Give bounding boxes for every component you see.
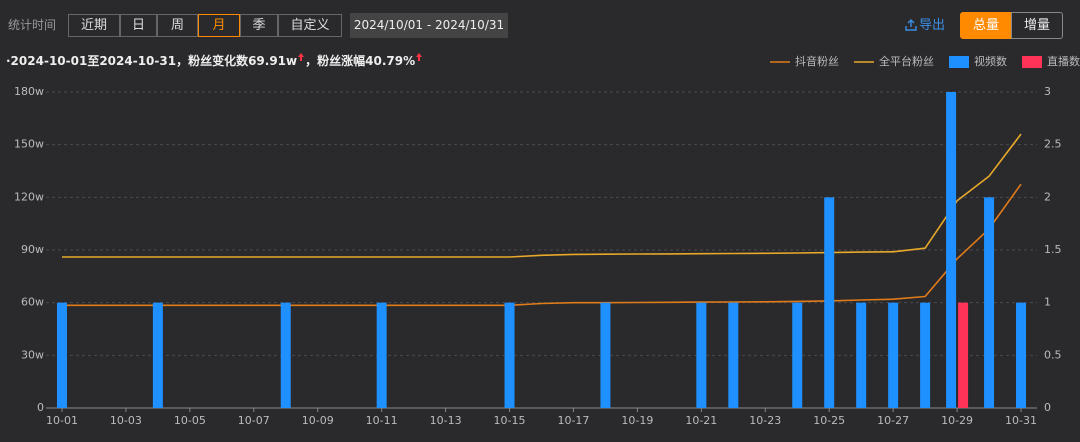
- x-tick-label: 10-07: [238, 414, 270, 427]
- bar: [920, 302, 931, 408]
- bar: [856, 302, 867, 408]
- toolbar-label: 统计时间: [8, 18, 57, 32]
- y2-tick-label: 0: [1044, 401, 1051, 414]
- summary: ·2024-10-01至2024-10-31，粉丝变化数69.91w ，粉丝涨幅4…: [6, 50, 423, 73]
- y2-tick-label: 2: [1044, 190, 1051, 203]
- bar: [984, 197, 995, 408]
- legend-label: 视频数: [974, 54, 1007, 68]
- mode-button[interactable]: 增量: [1011, 12, 1063, 39]
- up-arrow: [298, 53, 305, 61]
- period-button[interactable]: 自定义: [278, 14, 342, 37]
- x-tick-label: 10-25: [813, 414, 845, 427]
- x-tick-label: 10-29: [941, 414, 973, 427]
- x-tick-label: 10-17: [557, 414, 589, 427]
- line: [62, 133, 1022, 258]
- x-tick-label: 10-27: [877, 414, 909, 427]
- y2-tick-label: 0.5: [1044, 348, 1062, 361]
- period-button[interactable]: 季: [240, 14, 278, 37]
- legend-label: 全平台粉丝: [879, 54, 934, 68]
- bar: [958, 302, 969, 408]
- bar: [824, 197, 835, 408]
- y-tick-label: 60w: [21, 296, 44, 309]
- bar: [888, 302, 899, 408]
- bar: [728, 302, 739, 408]
- bar: [696, 302, 707, 408]
- x-tick-label: 10-01: [46, 414, 78, 427]
- summary-text: ，粉丝涨幅40.79%: [305, 54, 416, 68]
- date-range[interactable]: 2024/10/01 - 2024/10/31: [350, 13, 508, 38]
- mode-button[interactable]: 总量: [960, 12, 1012, 39]
- bar: [280, 302, 291, 408]
- period-button[interactable]: 日: [120, 14, 157, 37]
- y2-tick-label: 2.5: [1044, 138, 1062, 151]
- y-tick-label: 180w: [14, 85, 44, 98]
- y2-tick-label: 1: [1044, 296, 1051, 309]
- bar: [376, 302, 387, 408]
- y2-tick-label: 1.5: [1044, 243, 1062, 256]
- period-button[interactable]: 近期: [68, 14, 120, 37]
- y2-tick-label: 3: [1044, 85, 1051, 98]
- period-button[interactable]: 周: [157, 14, 198, 37]
- export-button[interactable]: 导出: [919, 18, 946, 33]
- y-tick-label: 150w: [14, 138, 44, 151]
- legend-label: 直播数: [1047, 54, 1080, 68]
- x-tick-label: 10-13: [430, 414, 462, 427]
- legend-swatch: [1022, 56, 1042, 68]
- y-tick-label: 90w: [21, 243, 44, 256]
- line: [62, 183, 1022, 307]
- y-tick-label: 30w: [21, 348, 44, 361]
- legend-swatch: [949, 56, 969, 68]
- export-icon: [905, 19, 917, 31]
- up-arrow: [416, 53, 423, 61]
- x-tick-label: 10-05: [174, 414, 206, 427]
- x-tick-label: 10-31: [1005, 414, 1037, 427]
- y-tick-label: 120w: [14, 190, 44, 203]
- x-tick-label: 10-15: [494, 414, 526, 427]
- bar: [504, 302, 515, 408]
- x-tick-label: 10-19: [621, 414, 653, 427]
- bar: [1016, 302, 1027, 408]
- bar: [56, 302, 67, 408]
- legend-label: 抖音粉丝: [795, 54, 839, 68]
- bar: [792, 302, 803, 408]
- x-tick-label: 10-09: [302, 414, 334, 427]
- x-tick-label: 10-23: [749, 414, 781, 427]
- summary-text: ·2024-10-01至2024-10-31，粉丝变化数69.91w: [6, 54, 298, 68]
- bar: [152, 302, 163, 408]
- bar: [946, 92, 957, 408]
- period-button[interactable]: 月: [198, 14, 240, 37]
- bar: [600, 302, 611, 408]
- x-tick-label: 10-03: [110, 414, 142, 427]
- y-tick-label: 0: [37, 401, 44, 414]
- x-tick-label: 10-21: [685, 414, 717, 427]
- x-tick-label: 10-11: [366, 414, 398, 427]
